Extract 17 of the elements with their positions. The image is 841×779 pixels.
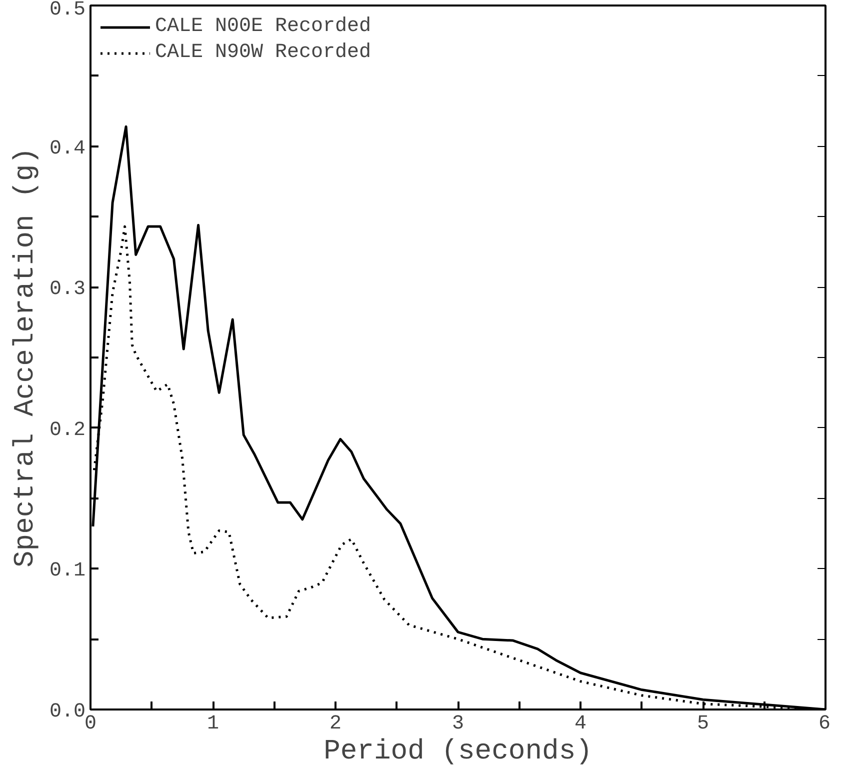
y-axis-title: Spectral Acceleration (g)	[10, 147, 42, 568]
x-tick-label: 6	[818, 712, 831, 736]
y-tick-label: 0.5	[49, 0, 86, 22]
x-tick-label: 3	[452, 712, 464, 736]
legend-label: CALE N90W Recorded	[155, 41, 372, 64]
y-tick-label: 0.2	[49, 418, 86, 442]
y-tick-label: 0.0	[49, 700, 86, 724]
x-tick-label: 1	[207, 712, 220, 736]
y-tick-label: 0.4	[49, 137, 86, 160]
x-tick-label: 2	[330, 712, 342, 736]
y-tick-label: 0.3	[49, 278, 86, 302]
legend-label: CALE N00E Recorded	[155, 15, 372, 38]
x-axis-title: Period (seconds)	[324, 736, 592, 768]
x-tick-label: 0	[84, 712, 97, 736]
x-tick-label: 5	[697, 712, 710, 736]
x-tick-label: 4	[574, 712, 587, 736]
y-tick-label: 0.1	[49, 560, 86, 583]
